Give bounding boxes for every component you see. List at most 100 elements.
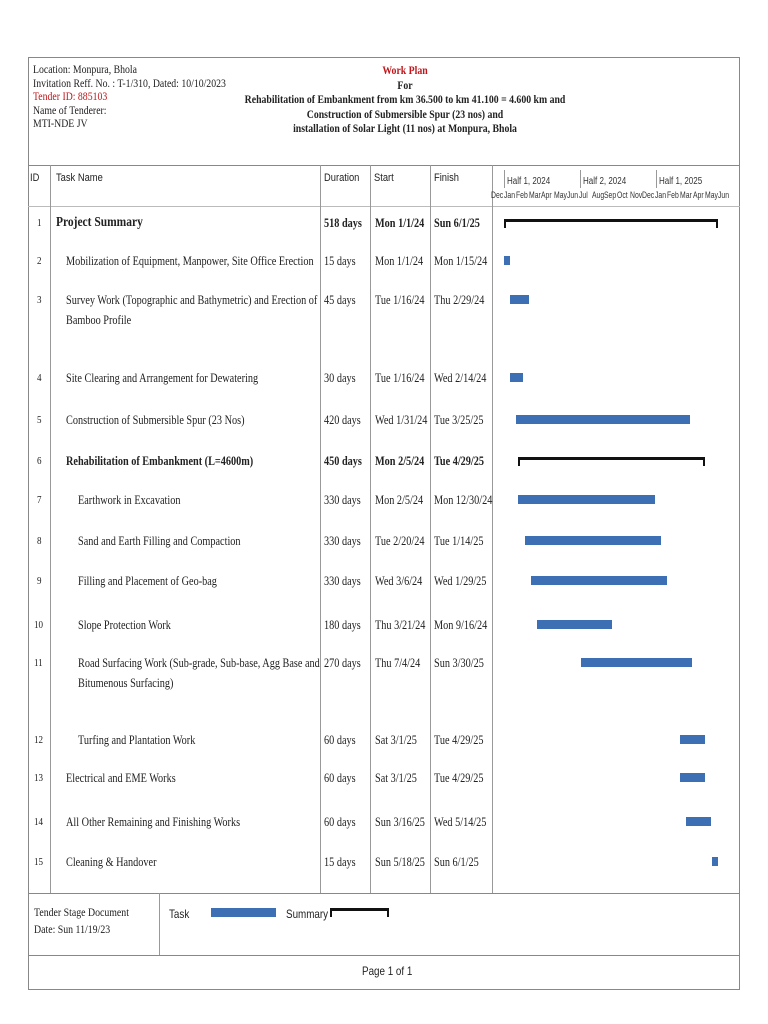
- task-start: Wed 3/6/24: [375, 574, 423, 588]
- task-duration: 60 days: [324, 771, 356, 785]
- desc-line-2: Construction of Submersible Spur (23 nos…: [306, 108, 504, 121]
- summary-bar[interactable]: [504, 219, 719, 228]
- page-frame: [28, 57, 740, 990]
- task-bar[interactable]: [679, 773, 705, 782]
- task-duration: 15 days: [324, 855, 356, 869]
- invitation-ref: Invitation Reff. No. : T-1/310, Dated: 1…: [33, 77, 226, 90]
- task-start: Mon 1/1/24: [375, 216, 425, 230]
- col-finish: Finish: [434, 172, 459, 184]
- task-finish: Mon 9/16/24: [434, 618, 488, 632]
- task-name: Turfing and Plantation Work: [78, 733, 196, 747]
- task-name-cont: Bamboo Profile: [66, 313, 132, 327]
- legend-task-label: Task: [169, 907, 190, 921]
- task-duration: 330 days: [324, 493, 361, 507]
- task-bar[interactable]: [518, 495, 656, 504]
- divider: [28, 893, 740, 894]
- divider: [656, 170, 657, 188]
- task-bar[interactable]: [530, 576, 668, 585]
- task-start: Sat 3/1/25: [375, 733, 417, 747]
- task-name: Survey Work (Topographic and Bathymetric…: [66, 293, 318, 307]
- task-finish: Thu 2/29/24: [434, 293, 485, 307]
- task-duration: 180 days: [324, 618, 361, 632]
- timescale-month: Sep: [604, 190, 617, 201]
- task-start: Mon 2/5/24: [375, 493, 424, 507]
- task-name: Sand and Earth Filling and Compaction: [78, 534, 241, 548]
- legend-summary-label: Summary: [286, 907, 329, 921]
- task-bar[interactable]: [510, 295, 529, 304]
- task-bar[interactable]: [510, 373, 523, 382]
- task-name: Mobilization of Equipment, Manpower, Sit…: [66, 254, 314, 268]
- task-bar[interactable]: [504, 256, 511, 265]
- task-start: Sat 3/1/25: [375, 771, 417, 785]
- task-bar[interactable]: [516, 415, 691, 424]
- timescale-month: Aug: [591, 190, 604, 201]
- task-bar[interactable]: [537, 620, 612, 629]
- task-start: Wed 1/31/24: [375, 413, 428, 427]
- tenderer-name: MTI-NDE JV: [33, 118, 88, 130]
- timescale-month: Jan: [654, 190, 666, 201]
- task-start: Thu 3/21/24: [375, 618, 426, 632]
- summary-bar[interactable]: [518, 457, 706, 466]
- task-bar[interactable]: [580, 658, 693, 667]
- timescale-half: Half 2, 2024: [583, 176, 627, 187]
- divider: [159, 893, 160, 955]
- col-duration: Duration: [324, 172, 360, 184]
- task-bar[interactable]: [686, 817, 711, 826]
- timescale-month: Oct: [617, 190, 628, 201]
- divider: [320, 165, 321, 893]
- task-start: Sun 3/16/25: [375, 815, 425, 829]
- timescale-month: Mar: [528, 190, 541, 201]
- task-name: Road Surfacing Work (Sub-grade, Sub-base…: [78, 656, 320, 670]
- task-duration: 270 days: [324, 656, 361, 670]
- task-start: Mon 1/1/24: [375, 254, 424, 268]
- task-duration: 330 days: [324, 534, 361, 548]
- task-bar[interactable]: [679, 735, 705, 744]
- task-start: Tue 1/16/24: [375, 293, 425, 307]
- tender-id: Tender ID: 885103: [33, 91, 108, 103]
- task-id: 11: [34, 657, 43, 669]
- desc-line-3: installation of Solar Light (11 nos) at …: [293, 123, 517, 135]
- task-id: 5: [37, 414, 42, 426]
- col-start: Start: [374, 172, 394, 184]
- task-bar[interactable]: [712, 857, 719, 866]
- task-name-cont: Bitumenous Surfacing): [78, 676, 174, 690]
- task-finish: Sun 6/1/25: [434, 855, 479, 869]
- timescale-month: Feb: [667, 190, 680, 201]
- task-duration: 330 days: [324, 574, 361, 588]
- task-finish: Wed 1/29/25: [434, 574, 487, 588]
- task-name: Earthwork in Excavation: [78, 493, 181, 507]
- timescale-month: Dec: [642, 190, 655, 201]
- task-id: 7: [37, 494, 42, 506]
- task-start: Sun 5/18/25: [375, 855, 425, 869]
- legend-task-swatch: [211, 908, 276, 917]
- task-name: Site Clearing and Arrangement for Dewate…: [66, 371, 259, 385]
- task-bar[interactable]: [524, 536, 662, 545]
- divider: [28, 955, 740, 956]
- task-name: Project Summary: [56, 215, 143, 230]
- task-finish: Wed 5/14/25: [434, 815, 487, 829]
- header-info: Location: Monpura, Bhola Invitation Reff…: [33, 64, 226, 132]
- task-id: 2: [37, 255, 42, 267]
- timescale-month: Apr: [541, 190, 553, 201]
- task-name: Construction of Submersible Spur (23 Nos…: [66, 413, 245, 427]
- task-start: Tue 1/16/24: [375, 371, 425, 385]
- doc-stage: Tender Stage Document: [34, 905, 129, 919]
- divider: [580, 170, 581, 188]
- timescale-month: Feb: [516, 190, 528, 201]
- col-id: ID: [30, 172, 40, 184]
- task-duration: 30 days: [324, 371, 356, 385]
- task-name: Slope Protection Work: [78, 618, 171, 632]
- timescale-half: Half 1, 2024: [507, 176, 551, 187]
- divider: [504, 170, 505, 188]
- timescale-month: May: [554, 190, 567, 201]
- task-finish: Mon 12/30/24: [434, 493, 493, 507]
- header-title-block: Work Plan For Rehabilitation of Embankme…: [231, 64, 580, 137]
- timescale-month: Jan: [503, 190, 515, 201]
- timescale-month: Jun: [717, 190, 729, 201]
- timescale-month: Nov: [629, 190, 642, 201]
- doc-date: Date: Sun 11/19/23: [34, 922, 111, 936]
- task-id: 12: [34, 734, 44, 746]
- task-id: 6: [37, 455, 42, 467]
- task-name: All Other Remaining and Finishing Works: [66, 815, 241, 829]
- for-text: For: [397, 79, 413, 92]
